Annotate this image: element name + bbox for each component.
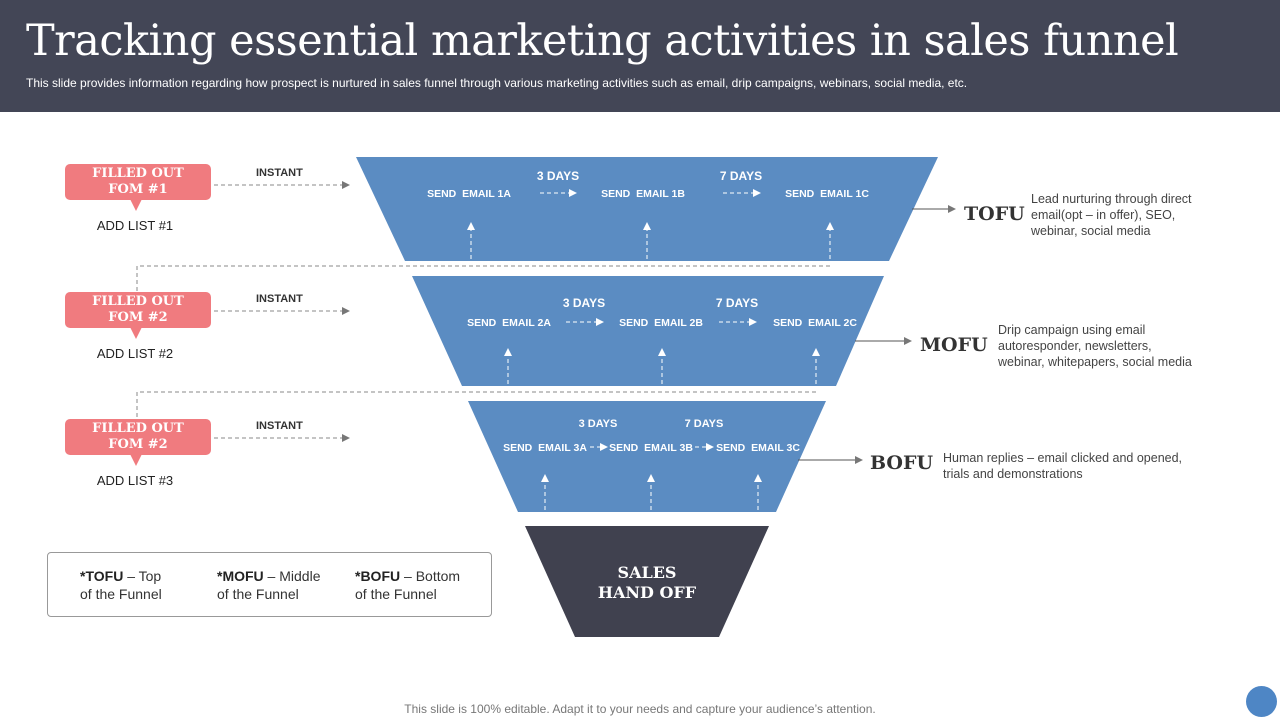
legend-item-mofu: *MOFU – Middle of the Funnel: [217, 567, 320, 603]
form-label-line2: FOM #2: [108, 437, 168, 452]
description-line: autoresponder, newsletters,: [998, 339, 1152, 353]
add-list-label: ADD LIST #1: [96, 218, 174, 233]
form-label-line1: FILLED OUT: [92, 421, 184, 436]
legend-text: – Bottom: [400, 568, 461, 584]
email-step-label: SEND EMAIL 3B: [609, 442, 693, 454]
page-title: Tracking essential marketing activities …: [26, 16, 1179, 66]
email-step-label: SEND EMAIL 1A: [427, 188, 511, 200]
email-step-label: SEND EMAIL 2C: [773, 317, 857, 329]
stage-link-connector: [136, 265, 830, 292]
funnel-layer-bofu: [468, 401, 826, 512]
stage-link-connector: [136, 391, 816, 419]
funnel-layer-handoff: [525, 526, 769, 637]
stage-label-mofu: MOFU: [920, 334, 988, 356]
delay-label: 3 DAYS: [537, 169, 579, 183]
stage-label-tofu: TOFU: [964, 203, 1025, 225]
delay-label: 3 DAYS: [579, 418, 618, 430]
email-step-label: SEND EMAIL 1C: [785, 188, 869, 200]
stage-label-bofu: BOFU: [870, 452, 934, 474]
funnel-layer-tofu: [356, 157, 938, 261]
form-box-2: FILLED OUT FOM #2: [65, 292, 211, 328]
legend-text: of the Funnel: [217, 586, 299, 602]
stage-description-tofu: Lead nurturing through direct email(opt …: [1031, 191, 1192, 239]
form-label-line2: FOM #1: [108, 182, 168, 197]
instant-label: INSTANT: [256, 420, 303, 432]
instant-label: INSTANT: [256, 167, 303, 179]
legend-text: of the Funnel: [80, 586, 162, 602]
funnel-layer-mofu: [412, 276, 884, 386]
stage-description-mofu: Drip campaign using email autoresponder,…: [998, 322, 1192, 370]
form-box-3: FILLED OUT FOM #2: [65, 419, 211, 455]
delay-label: 3 DAYS: [563, 296, 605, 310]
description-line: Human replies – email clicked and opened…: [943, 451, 1183, 465]
delay-label: 7 DAYS: [720, 169, 762, 183]
form-box-1: FILLED OUT FOM #1: [65, 164, 211, 200]
form-label-line1: FILLED OUT: [92, 294, 184, 309]
instant-label: INSTANT: [256, 293, 303, 305]
email-step-label: SEND EMAIL 2A: [467, 317, 551, 329]
email-step-label: SEND EMAIL 3C: [716, 442, 800, 454]
delay-label: 7 DAYS: [685, 418, 724, 430]
add-list-label: ADD LIST #3: [96, 473, 174, 488]
form-label-line1: FILLED OUT: [92, 166, 184, 181]
description-line: trials and demonstrations: [943, 467, 1083, 481]
stage-description-bofu: Human replies – email clicked and opened…: [943, 450, 1182, 482]
page-subtitle: This slide provides information regardin…: [26, 76, 968, 90]
description-line: Drip campaign using email: [998, 323, 1146, 337]
description-line: Lead nurturing through direct: [1031, 192, 1192, 206]
handoff-label-line1: SALES: [618, 563, 677, 582]
delay-label: 7 DAYS: [716, 296, 758, 310]
legend-box: *TOFU – Top of the Funnel *MOFU – Middle…: [47, 552, 492, 617]
header-bar: Tracking essential marketing activities …: [0, 0, 1280, 112]
legend-text: – Top: [123, 568, 162, 584]
legend-item-bofu: *BOFU – Bottom of the Funnel: [355, 567, 460, 603]
legend-text: of the Funnel: [355, 586, 437, 602]
form-label-line2: FOM #2: [108, 310, 168, 325]
email-step-label: SEND EMAIL 3A: [503, 442, 587, 454]
description-line: webinar, social media: [1031, 224, 1151, 238]
description-line: webinar, whitepapers, social media: [998, 355, 1192, 369]
legend-abbr: *MOFU: [217, 568, 264, 584]
footer-note: This slide is 100% editable. Adapt it to…: [404, 702, 876, 716]
legend-text: – Middle: [263, 568, 321, 584]
email-step-label: SEND EMAIL 1B: [601, 188, 685, 200]
handoff-label-line2: HAND OFF: [598, 583, 697, 602]
email-step-label: SEND EMAIL 2B: [619, 317, 703, 329]
legend-item-tofu: *TOFU – Top of the Funnel: [80, 567, 162, 603]
legend-abbr: *BOFU: [355, 568, 401, 584]
add-list-label: ADD LIST #2: [96, 346, 174, 361]
legend-abbr: *TOFU: [80, 568, 124, 584]
corner-decoration: [1246, 686, 1277, 717]
description-line: email(opt – in offer), SEO,: [1031, 208, 1176, 222]
